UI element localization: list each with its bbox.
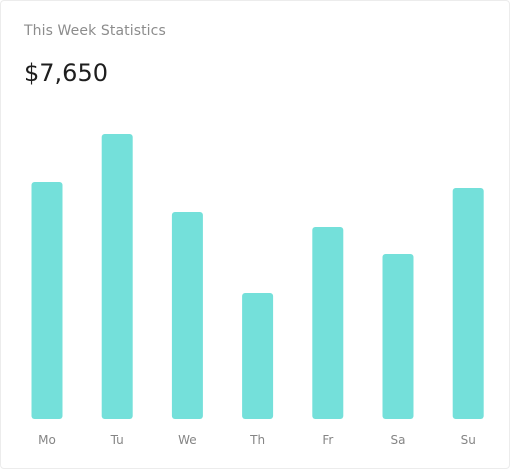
bar-fr[interactable] xyxy=(312,227,344,419)
x-tick-label-we: We xyxy=(178,433,197,447)
weekly-total: $7,650 xyxy=(24,59,108,87)
x-tick-label-su: Su xyxy=(461,433,476,447)
x-tick-label-th: Th xyxy=(249,433,265,447)
bar-mo[interactable] xyxy=(31,182,63,419)
x-tick-label-fr: Fr xyxy=(322,433,333,447)
card-subtitle: This Week Statistics xyxy=(24,23,166,39)
bar-su[interactable] xyxy=(452,188,484,419)
bar-tu[interactable] xyxy=(101,134,133,419)
x-tick-label-mo: Mo xyxy=(38,433,56,447)
bar-we[interactable] xyxy=(171,212,203,419)
x-tick-label-tu: Tu xyxy=(110,433,124,447)
bar-th[interactable] xyxy=(242,293,274,419)
bar-sa[interactable] xyxy=(382,254,414,419)
x-tick-label-sa: Sa xyxy=(391,433,406,447)
